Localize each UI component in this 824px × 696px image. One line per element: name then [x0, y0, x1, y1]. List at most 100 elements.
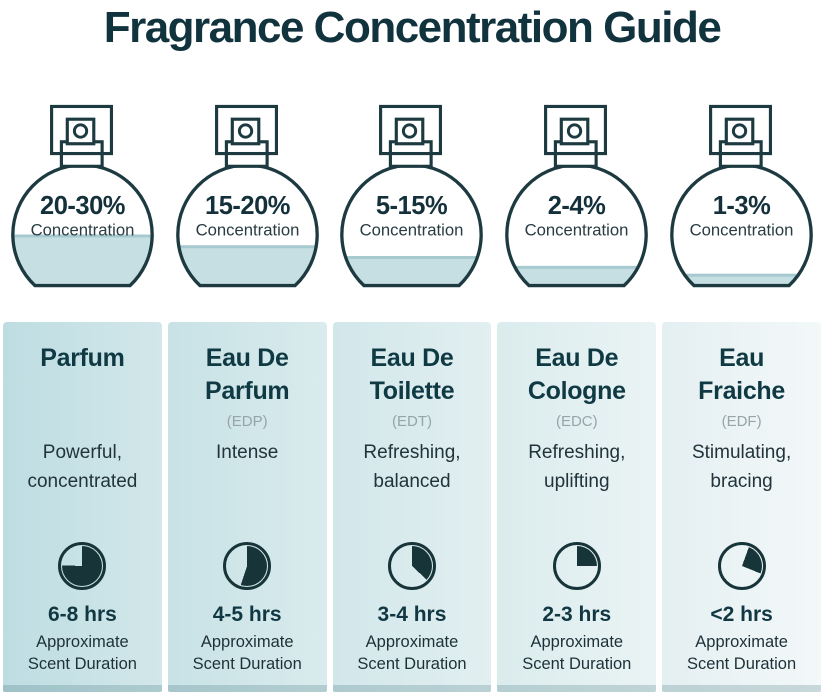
fragrance-name-line: Fraiche [698, 377, 786, 406]
perfume-bottle-icon: 20-30% Concentration [11, 104, 154, 288]
concentration-value: 1-3% [713, 192, 771, 220]
fragrance-description-line: Intense [216, 442, 279, 464]
duration-label-line: Scent Duration [27, 655, 137, 674]
duration-label-line: Approximate [36, 633, 129, 652]
concentration-label: Concentration [30, 220, 134, 239]
fragrance-name-line: Eau De [535, 344, 619, 373]
duration-value: 4-5 hrs [212, 603, 282, 627]
duration-label: Approximate Scent Duration [333, 631, 492, 675]
duration-label-line: Scent Duration [357, 655, 467, 674]
fragrance-cards-row: Parfum Powerful, concentrated 6-8 hrs Ap… [0, 322, 824, 693]
spray-cap-outer [544, 104, 608, 156]
duration-value: 2-3 hrs [542, 603, 612, 627]
duration-label: Approximate Scent Duration [168, 631, 327, 675]
fragrance-name-line: Toilette [369, 377, 455, 406]
bottle-liquid [177, 245, 317, 286]
spray-cap-outer [214, 104, 278, 156]
card-eau-de-parfum: Eau De Parfum (EDP) Intense 4-5 hrs Appr… [167, 322, 327, 693]
duration-label-line: Scent Duration [522, 655, 632, 674]
duration-clock-icon [717, 542, 766, 591]
fragrance-abbreviation: (EDT) [391, 413, 432, 431]
spray-cap-outer [709, 104, 773, 156]
fragrance-description: Refreshing, uplifting [497, 438, 656, 529]
fragrance-abbreviation [3, 412, 162, 438]
duration-value: <2 hrs [710, 603, 773, 627]
concentration-value: 20-30% [40, 192, 125, 220]
spray-cap-nozzle [65, 117, 96, 146]
concentration-label: Concentration [195, 220, 299, 239]
bottle-eau-de-toilette: 5-15% Concentration [333, 104, 492, 306]
fragrance-name-line: Parfum [205, 377, 290, 406]
duration-label-line: Scent Duration [687, 655, 797, 674]
spray-nozzle-hole-icon [731, 123, 748, 139]
duration-label: Approximate Scent Duration [662, 631, 821, 675]
fragrance-name: Eau Fraiche [662, 342, 821, 412]
clock-pie-fill [227, 546, 268, 587]
perfume-bottle-icon: 5-15% Concentration [340, 104, 484, 288]
duration-value: 6-8 hrs [47, 603, 117, 627]
fragrance-description-line: Powerful, [42, 442, 122, 464]
fragrance-name-line: Eau [719, 344, 765, 373]
duration-label-line: Approximate [365, 633, 459, 652]
page-title: Fragrance Concentration Guide [103, 3, 722, 52]
spray-cap-outer [49, 104, 113, 156]
card-parfum: Parfum Powerful, concentrated 6-8 hrs Ap… [3, 322, 162, 693]
bottle-parfum: 20-30% Concentration [3, 104, 162, 306]
spray-cap-nozzle [230, 117, 261, 146]
spray-nozzle-hole-icon [72, 123, 89, 139]
fragrance-name-line: Eau De [205, 344, 289, 373]
bottle-liquid [507, 265, 647, 286]
spray-cap-nozzle [395, 117, 425, 146]
fragrance-description: Powerful, concentrated [3, 438, 162, 529]
perfume-bottle-icon: 1-3% Concentration [670, 104, 813, 288]
fragrance-description: Stimulating, bracing [662, 438, 821, 529]
fragrance-description-line: concentrated [27, 471, 138, 493]
duration-label-line: Approximate [530, 633, 624, 652]
clock-pie-fill [62, 546, 103, 587]
spray-cap-outer [379, 104, 443, 156]
card-eau-de-toilette: Eau De Toilette (EDT) Refreshing, balanc… [332, 322, 492, 693]
concentration-label: Concentration [525, 220, 629, 239]
fragrance-abbreviation: (EDC) [555, 413, 598, 431]
spray-cap-nozzle [724, 117, 755, 146]
fragrance-name: Eau De Cologne [497, 342, 656, 412]
perfume-bottle-icon: 2-4% Concentration [505, 104, 649, 288]
clock-pie-fill [556, 546, 597, 587]
duration-label: Approximate Scent Duration [497, 631, 656, 675]
spray-nozzle-hole-icon [402, 123, 418, 139]
duration-clock-icon [387, 542, 436, 591]
card-eau-fraiche: Eau Fraiche (EDF) Stimulating, bracing <… [662, 322, 821, 693]
fragrance-abbreviation: (EDP) [226, 413, 268, 431]
fragrance-description-line: balanced [373, 471, 451, 493]
concentration-label: Concentration [690, 220, 794, 239]
clock-pie-fill [721, 546, 762, 587]
concentration-label: Concentration [360, 220, 464, 239]
duration-value: 3-4 hrs [377, 603, 447, 627]
bottles-row: 20-30% Concentration 15-20% Concentratio… [0, 104, 824, 306]
concentration-value: 2-4% [548, 192, 606, 220]
fragrance-description-line: Refreshing, [363, 442, 461, 464]
fragrance-description: Intense [168, 438, 327, 529]
perfume-bottle-icon: 15-20% Concentration [175, 104, 319, 288]
fragrance-description: Refreshing, balanced [333, 438, 492, 529]
bottle-eau-de-cologne: 2-4% Concentration [497, 104, 656, 306]
bottle-eau-de-parfum: 15-20% Concentration [168, 104, 327, 306]
bottle-liquid [342, 256, 482, 286]
duration-label-line: Scent Duration [192, 655, 302, 674]
bottle-eau-fraiche: 1-3% Concentration [662, 104, 821, 306]
fragrance-description-line: Stimulating, [691, 442, 792, 464]
fragrance-name-line: Parfum [40, 344, 125, 373]
duration-label: Approximate Scent Duration [3, 631, 162, 675]
spray-nozzle-hole-icon [237, 123, 253, 139]
fragrance-name: Parfum [3, 342, 162, 412]
fragrance-name: Eau De Toilette [333, 342, 492, 412]
fragrance-abbreviation: (EDF) [721, 413, 762, 431]
fragrance-name-line: Cologne [527, 377, 626, 406]
fragrance-description-line: bracing [710, 471, 773, 493]
bottle-liquid [671, 273, 812, 286]
fragrance-name-line: Eau De [370, 344, 454, 373]
duration-clock-icon [58, 542, 107, 591]
clock-pie-fill [391, 546, 432, 587]
concentration-value: 5-15% [376, 192, 447, 220]
duration-label-line: Approximate [695, 633, 788, 652]
